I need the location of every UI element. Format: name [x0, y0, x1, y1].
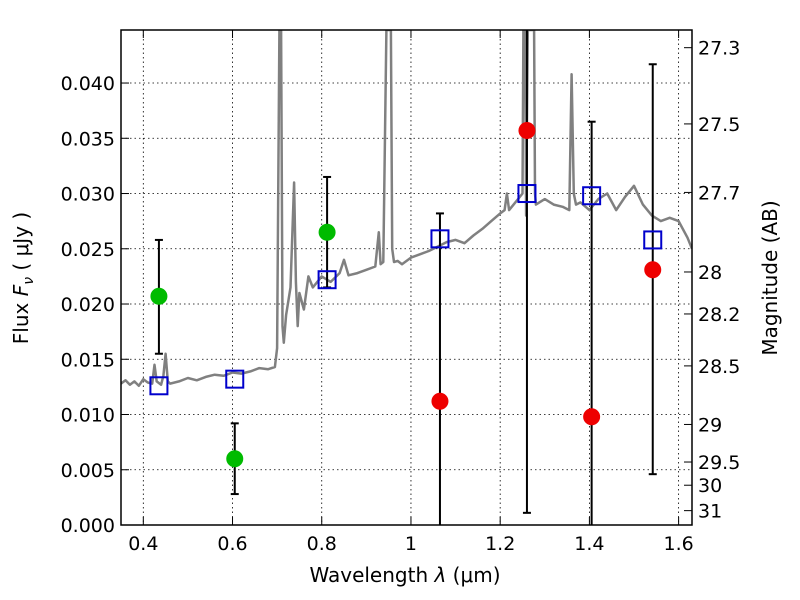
- photometry-point: [431, 392, 449, 410]
- y-tick-label: 0.005: [61, 460, 115, 482]
- y-tick-label: 0.020: [61, 294, 115, 316]
- model-square-point: [517, 184, 537, 204]
- model-square-point: [225, 369, 245, 389]
- x-tick-label: 1.2: [485, 533, 515, 555]
- x-tick-label: 0.4: [128, 533, 158, 555]
- x-tick-label: 1.6: [664, 533, 694, 555]
- y-tick-label: 0.030: [61, 184, 115, 206]
- model-square-point: [643, 230, 663, 250]
- y2-tick-label: 27.5: [698, 114, 740, 136]
- photometry-point: [518, 122, 536, 140]
- y-axis-label: Flux Fν ( μJy ): [9, 212, 37, 344]
- y2-tick-label: 29.5: [698, 452, 740, 474]
- model-square-point: [149, 376, 169, 396]
- x-tick-label: 0.6: [217, 533, 247, 555]
- model-square-point: [430, 229, 450, 249]
- y2-tick-label: 28.5: [698, 356, 740, 378]
- tick-labels: 0.4 0.6 0.8 1 1.2 1.4 1.6 0.000 0.005 0.010 0.015 0…: [61, 38, 741, 555]
- plot-area: [121, 30, 692, 525]
- y-tick-label: 0.000: [61, 515, 115, 537]
- y-tick-label: 0.035: [61, 128, 115, 150]
- y2-axis-label: Magnitude (AB): [758, 200, 782, 355]
- grid-lines: [121, 30, 692, 526]
- y2-tick-label: 28: [698, 262, 722, 284]
- y2-tick-label: 30: [698, 475, 722, 497]
- model-square-point: [582, 186, 602, 206]
- x-axis-label: Wavelength λ (μm): [309, 563, 500, 587]
- photometry-point: [644, 261, 662, 279]
- x-tick-label: 1: [405, 533, 417, 555]
- photometry-point: [226, 450, 244, 468]
- spectrum-line: [121, 30, 692, 388]
- y2-tick-label: 28.2: [698, 304, 740, 326]
- y2-tick-label: 27.3: [698, 38, 740, 60]
- y2-tick-label: 27.7: [698, 182, 740, 204]
- y-tick-label: 0.040: [61, 73, 115, 95]
- y2-tick-label: 29: [698, 414, 722, 436]
- y-tick-label: 0.015: [61, 349, 115, 371]
- x-tick-label: 1.4: [574, 533, 604, 555]
- y2-tick-label: 31: [698, 501, 722, 523]
- x-tick-label: 0.8: [307, 533, 337, 555]
- y-tick-label: 0.025: [61, 239, 115, 261]
- model-square-point: [317, 270, 337, 290]
- photometry-point: [583, 408, 601, 426]
- tick-marks: [121, 30, 692, 526]
- plot-frame: [120, 29, 693, 526]
- photometry-point: [318, 223, 336, 241]
- photometry-point: [150, 287, 168, 305]
- y-tick-label: 0.010: [61, 405, 115, 427]
